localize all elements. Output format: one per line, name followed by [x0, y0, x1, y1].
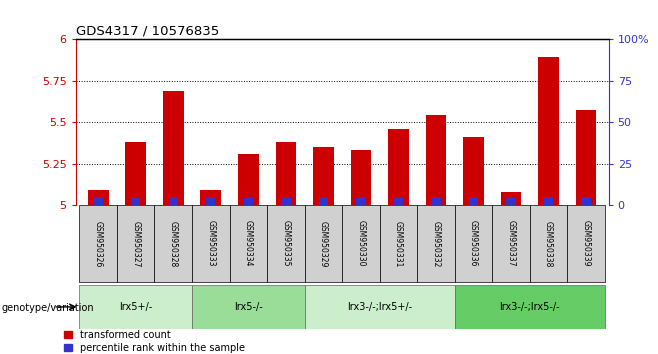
Bar — [431, 197, 441, 205]
Bar — [492, 205, 530, 282]
Bar — [318, 197, 328, 205]
Bar — [417, 205, 455, 282]
Text: GSM950330: GSM950330 — [357, 221, 365, 267]
Bar — [155, 205, 192, 282]
Bar — [567, 205, 605, 282]
Text: GSM950329: GSM950329 — [319, 221, 328, 267]
Text: GSM950336: GSM950336 — [469, 221, 478, 267]
Bar — [313, 147, 334, 205]
Text: GDS4317 / 10576835: GDS4317 / 10576835 — [76, 25, 219, 38]
Text: GSM950334: GSM950334 — [244, 221, 253, 267]
Bar — [201, 190, 221, 205]
Text: GSM950339: GSM950339 — [582, 221, 591, 267]
Bar — [126, 142, 146, 205]
Text: GSM950335: GSM950335 — [282, 221, 290, 267]
Bar — [455, 205, 492, 282]
Text: GSM950332: GSM950332 — [432, 221, 440, 267]
Text: lrx3-/-;lrx5+/-: lrx3-/-;lrx5+/- — [347, 302, 413, 312]
Bar — [93, 197, 103, 205]
Text: genotype/variation: genotype/variation — [1, 303, 94, 313]
Bar — [192, 285, 305, 329]
Text: lrx5+/-: lrx5+/- — [119, 302, 153, 312]
Bar — [305, 285, 455, 329]
Bar — [544, 197, 553, 205]
Bar — [469, 197, 478, 205]
Bar — [455, 285, 605, 329]
Bar — [380, 205, 417, 282]
Bar — [281, 197, 291, 205]
Bar — [342, 205, 380, 282]
Bar — [163, 91, 184, 205]
Bar — [192, 205, 230, 282]
Bar — [131, 197, 140, 205]
Bar — [501, 192, 521, 205]
Bar — [582, 197, 591, 205]
Bar — [238, 154, 259, 205]
Text: GSM950333: GSM950333 — [207, 221, 215, 267]
Bar — [538, 57, 559, 205]
Legend: transformed count, percentile rank within the sample: transformed count, percentile rank withi… — [64, 330, 245, 353]
Bar — [267, 205, 305, 282]
Bar — [388, 129, 409, 205]
Bar — [243, 197, 253, 205]
Bar — [356, 197, 366, 205]
Bar — [576, 110, 596, 205]
Bar — [463, 137, 484, 205]
Text: GSM950338: GSM950338 — [544, 221, 553, 267]
Bar — [276, 142, 296, 205]
Bar — [351, 150, 371, 205]
Bar — [80, 205, 117, 282]
Bar — [393, 197, 403, 205]
Text: lrx5-/-: lrx5-/- — [234, 302, 263, 312]
Bar — [530, 205, 567, 282]
Bar — [168, 197, 178, 205]
Bar — [117, 205, 155, 282]
Bar — [206, 197, 215, 205]
Text: GSM950337: GSM950337 — [507, 221, 516, 267]
Bar — [507, 197, 516, 205]
Bar — [80, 285, 192, 329]
Text: lrx3-/-;lrx5-/-: lrx3-/-;lrx5-/- — [499, 302, 560, 312]
Bar — [230, 205, 267, 282]
Bar — [88, 190, 109, 205]
Text: GSM950327: GSM950327 — [131, 221, 140, 267]
Bar — [426, 115, 446, 205]
Bar — [305, 205, 342, 282]
Text: GSM950328: GSM950328 — [168, 221, 178, 267]
Text: GSM950326: GSM950326 — [93, 221, 103, 267]
Text: GSM950331: GSM950331 — [394, 221, 403, 267]
